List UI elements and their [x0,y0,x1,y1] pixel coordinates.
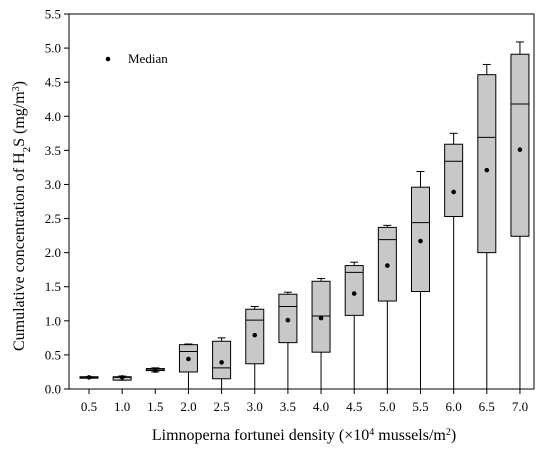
y-tick-label: 2.5 [45,211,61,226]
y-tick-label: 3.5 [45,143,61,158]
median-marker [252,332,258,338]
x-tick-label: 5.0 [379,399,395,414]
median-marker [119,375,125,380]
median-marker [351,291,357,296]
median-marker [219,360,224,365]
y-tick-label: 1.0 [45,313,61,328]
y-tick-label: 0.0 [45,382,61,397]
y-tick-label: 5.5 [45,7,61,22]
x-tick-label: 3.0 [247,399,263,414]
x-tick-label: 2.5 [213,399,229,414]
median-marker [385,263,390,268]
y-tick-label: 1.5 [45,279,61,294]
x-tick-label: 0.5 [81,399,97,414]
y-tick-label: 5.0 [45,41,61,56]
box [444,143,464,218]
x-tick-label: 1.0 [114,399,130,414]
y-tick-label: 3.0 [45,177,61,192]
y-tick-label: 0.5 [45,347,61,362]
x-tick-label: 2.0 [180,399,196,414]
y-tick-label: 4.5 [45,75,61,90]
median-marker [86,375,92,380]
x-tick-label: 6.0 [446,399,462,414]
box [510,53,530,237]
median-marker [153,368,158,373]
x-tick-label: 3.5 [280,399,296,414]
box [212,340,232,380]
x-tick-label: 7.0 [512,399,528,414]
box [344,265,364,316]
median-marker [418,238,423,244]
x-axis-title: Limnoperna fortunei density (×104 mussel… [152,427,456,445]
median-marker [285,317,291,323]
median-marker [484,167,490,173]
box [477,74,497,254]
plot-area: 0.0 0.5 1.0 1.5 2.0 2.5 3.0 3.5 4.0 4.5 5.0 5.5 0.5 1… [45,7,535,414]
median-marker [318,315,324,321]
x-tick-label: 1.5 [147,399,163,414]
y-tick-label: 4.0 [45,109,61,124]
median-marker [451,189,456,195]
median-marker [186,356,191,362]
median-marker [517,147,523,152]
y-tick-label: 2.0 [45,245,61,260]
legend: Median [105,51,168,66]
legend-median-marker [105,56,111,62]
y-axis-title: Cumulative concentration of H2S (mg/m3) [11,81,34,351]
legend-label: Median [128,51,168,66]
plot-frame [68,13,535,390]
x-tick-label: 5.5 [412,399,428,414]
x-tick-label: 4.0 [313,399,329,414]
x-tick-label: 6.5 [479,399,495,414]
x-tick-label: 4.5 [346,399,362,414]
